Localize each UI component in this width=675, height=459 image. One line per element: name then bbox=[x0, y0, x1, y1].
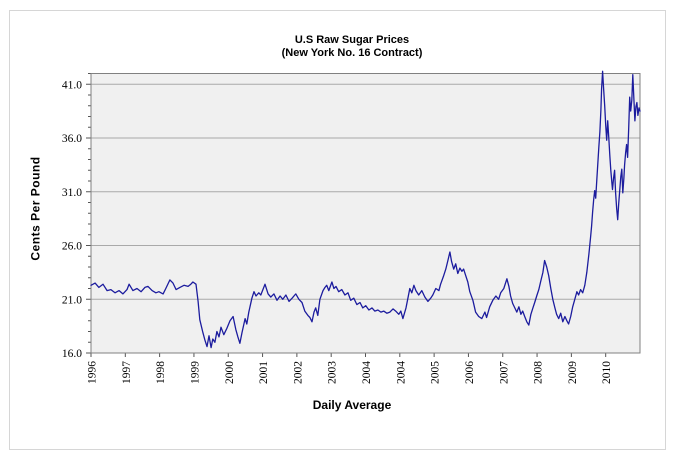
x-tick-label: 1996 bbox=[87, 361, 99, 384]
x-tick-label: 2004 bbox=[361, 361, 373, 384]
x-axis-title: Daily Average bbox=[312, 398, 392, 412]
y-tick-label: 41.0 bbox=[62, 79, 82, 91]
x-tick-label: 2010 bbox=[601, 361, 613, 384]
y-tick-label: 16.0 bbox=[62, 348, 82, 360]
y-tick-label: 31.0 bbox=[62, 187, 82, 199]
chart-title: U.S Raw Sugar Prices bbox=[294, 34, 410, 46]
x-tick-label: 2005 bbox=[430, 361, 442, 384]
x-tick-label: 2008 bbox=[533, 361, 545, 384]
x-tick-label: 2007 bbox=[498, 361, 510, 384]
chart-border bbox=[9, 10, 666, 450]
chart-subtitle: (New York No. 16 Contract) bbox=[281, 47, 423, 59]
x-tick-label: 1998 bbox=[155, 361, 167, 384]
x-tick-label: 2009 bbox=[567, 361, 579, 384]
x-tick-label: 1997 bbox=[121, 361, 133, 384]
y-tick-label: 36.0 bbox=[62, 133, 82, 145]
y-tick-label: 26.0 bbox=[62, 241, 82, 253]
plot-background bbox=[91, 73, 640, 353]
plot-frame bbox=[90, 73, 641, 354]
chart-title-block: U.S Raw Sugar Prices (New York No. 16 Co… bbox=[85, 34, 619, 60]
x-tick-label: 2002 bbox=[292, 361, 304, 384]
x-tick-label: 2004 bbox=[395, 361, 407, 384]
x-tick-label: 2000 bbox=[224, 361, 236, 384]
x-tick-label: 2003 bbox=[327, 361, 339, 384]
x-tick-label: 1999 bbox=[189, 361, 201, 384]
price-line bbox=[90, 70, 641, 349]
y-tick-label: 21.0 bbox=[62, 294, 82, 306]
x-tick-label: 2001 bbox=[258, 361, 270, 384]
x-tick-label: 2006 bbox=[464, 361, 476, 384]
